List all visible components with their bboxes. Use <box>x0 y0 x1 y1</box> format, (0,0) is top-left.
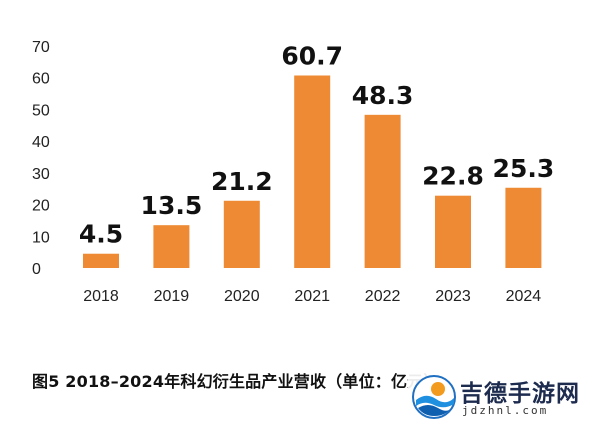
y-tick-label: 40 <box>32 134 50 151</box>
x-axis: 2018 2019 2020 2021 2022 2023 2024 <box>83 288 541 305</box>
data-label-2022: 48.3 <box>352 81 414 110</box>
y-tick-label: 50 <box>32 102 50 119</box>
data-label-2021: 60.7 <box>281 41 343 70</box>
data-labels: 4.5 13.5 21.2 60.7 48.3 22.8 25.3 <box>79 41 554 248</box>
bar-2022 <box>364 114 401 268</box>
data-label-2019: 13.5 <box>141 191 203 220</box>
watermark: 吉德手游网 jdzhnl.com <box>408 372 596 422</box>
y-tick-label: 10 <box>32 229 50 246</box>
bar-2019 <box>153 225 190 268</box>
data-label-2020: 21.2 <box>211 167 273 196</box>
y-tick-label: 60 <box>32 71 50 88</box>
wave-logo-icon <box>412 375 456 419</box>
data-label-2018: 4.5 <box>79 220 123 249</box>
x-tick-label-2023: 2023 <box>435 288 471 305</box>
bar-2020 <box>223 200 260 268</box>
data-label-2024: 25.3 <box>493 154 555 183</box>
y-tick-label: 70 <box>32 39 50 56</box>
bar-2023 <box>435 195 471 268</box>
y-axis: 0 10 20 30 40 50 60 70 <box>32 39 50 278</box>
x-tick-label-2020: 2020 <box>224 288 260 305</box>
watermark-title: 吉德手游网 <box>460 381 580 407</box>
bar-2024 <box>505 187 542 268</box>
x-tick-label-2019: 2019 <box>154 288 190 305</box>
x-tick-label-2018: 2018 <box>83 288 119 305</box>
data-label-2023: 22.8 <box>422 162 484 191</box>
watermark-url: jdzhnl.com <box>462 404 549 417</box>
y-tick-label: 30 <box>32 166 50 183</box>
bar-2018 <box>83 253 119 268</box>
bars <box>83 75 542 268</box>
y-tick-label: 0 <box>32 261 41 278</box>
y-tick-label: 20 <box>32 198 50 215</box>
x-tick-label-2024: 2024 <box>506 288 542 305</box>
x-tick-label-2022: 2022 <box>365 288 401 305</box>
x-tick-label-2021: 2021 <box>294 288 330 305</box>
chart-caption: 图5 2018–2024年科幻衍生品产业营收（单位：亿元） <box>32 372 440 391</box>
bar-2021 <box>294 75 331 268</box>
